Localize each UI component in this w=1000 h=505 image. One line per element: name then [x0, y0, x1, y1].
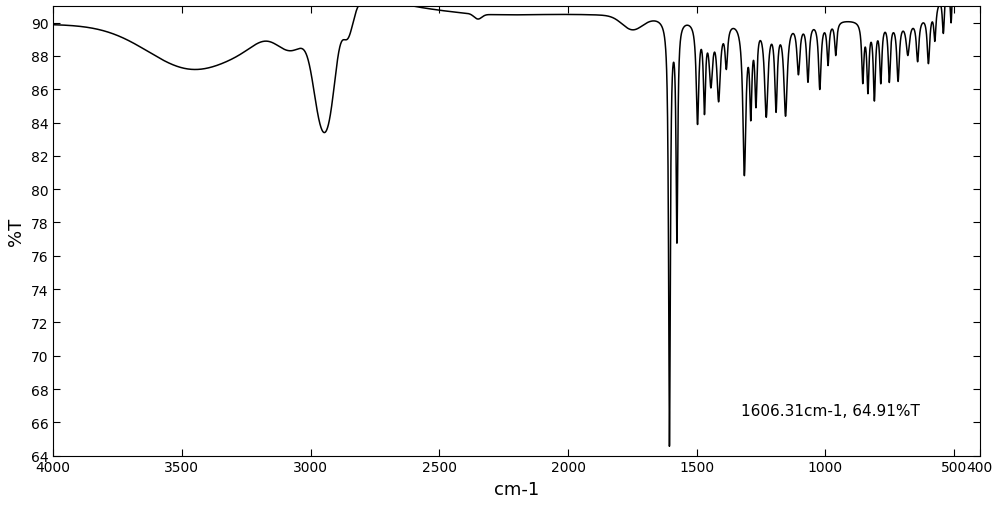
X-axis label: cm-1: cm-1: [494, 480, 539, 498]
Y-axis label: %T: %T: [7, 217, 25, 245]
Text: 1606.31cm-1, 64.91%T: 1606.31cm-1, 64.91%T: [741, 403, 920, 419]
